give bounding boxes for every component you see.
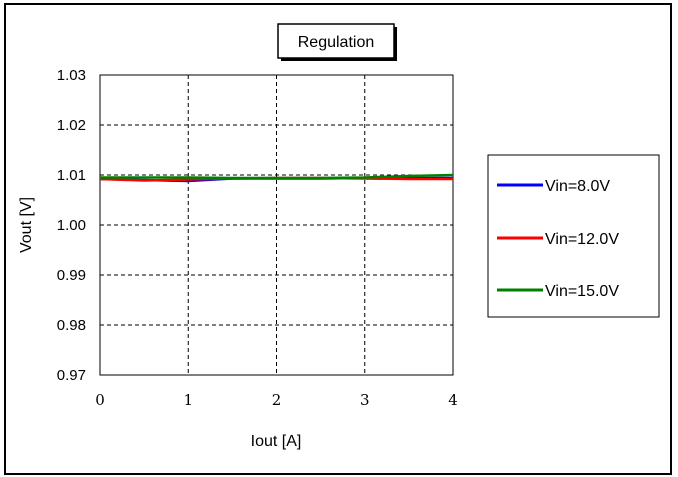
legend: Vin=8.0V Vin=12.0V Vin=15.0V: [497, 178, 619, 300]
y-tick-labels: 0.97 0.98 0.99 1.00 1.01 1.02 1.03: [57, 67, 86, 384]
chart-title-box: Regulation: [277, 23, 397, 61]
series-lines: [99, 173, 454, 183]
x-tick-labels: 0 1 2 3 4: [95, 391, 458, 409]
x-tick-label: 0: [95, 391, 105, 409]
x-tick-label: 2: [272, 391, 282, 409]
x-tick-label: 1: [183, 391, 193, 409]
y-tick-label: 0.98: [57, 317, 86, 334]
x-tick-label: 4: [448, 391, 458, 409]
y-tick-label: 1.03: [57, 67, 86, 84]
y-axis-label: Vout [V]: [18, 197, 35, 253]
legend-label-2: Vin=12.0V: [545, 231, 619, 248]
x-axis-label: Iout [A]: [251, 433, 302, 450]
y-tick-label: 1.02: [57, 117, 86, 134]
series-line-3: [100, 173, 454, 180]
legend-label-3: Vin=15.0V: [545, 283, 619, 300]
y-tick-label: 0.99: [57, 267, 86, 284]
chart-title: Regulation: [298, 34, 375, 51]
y-tick-label: 1.01: [57, 167, 86, 184]
y-tick-label: 0.97: [57, 367, 86, 384]
x-tick-label: 3: [360, 391, 370, 409]
y-tick-label: 1.00: [57, 217, 86, 234]
legend-label-1: Vin=8.0V: [545, 178, 610, 195]
gridlines: [100, 75, 453, 375]
